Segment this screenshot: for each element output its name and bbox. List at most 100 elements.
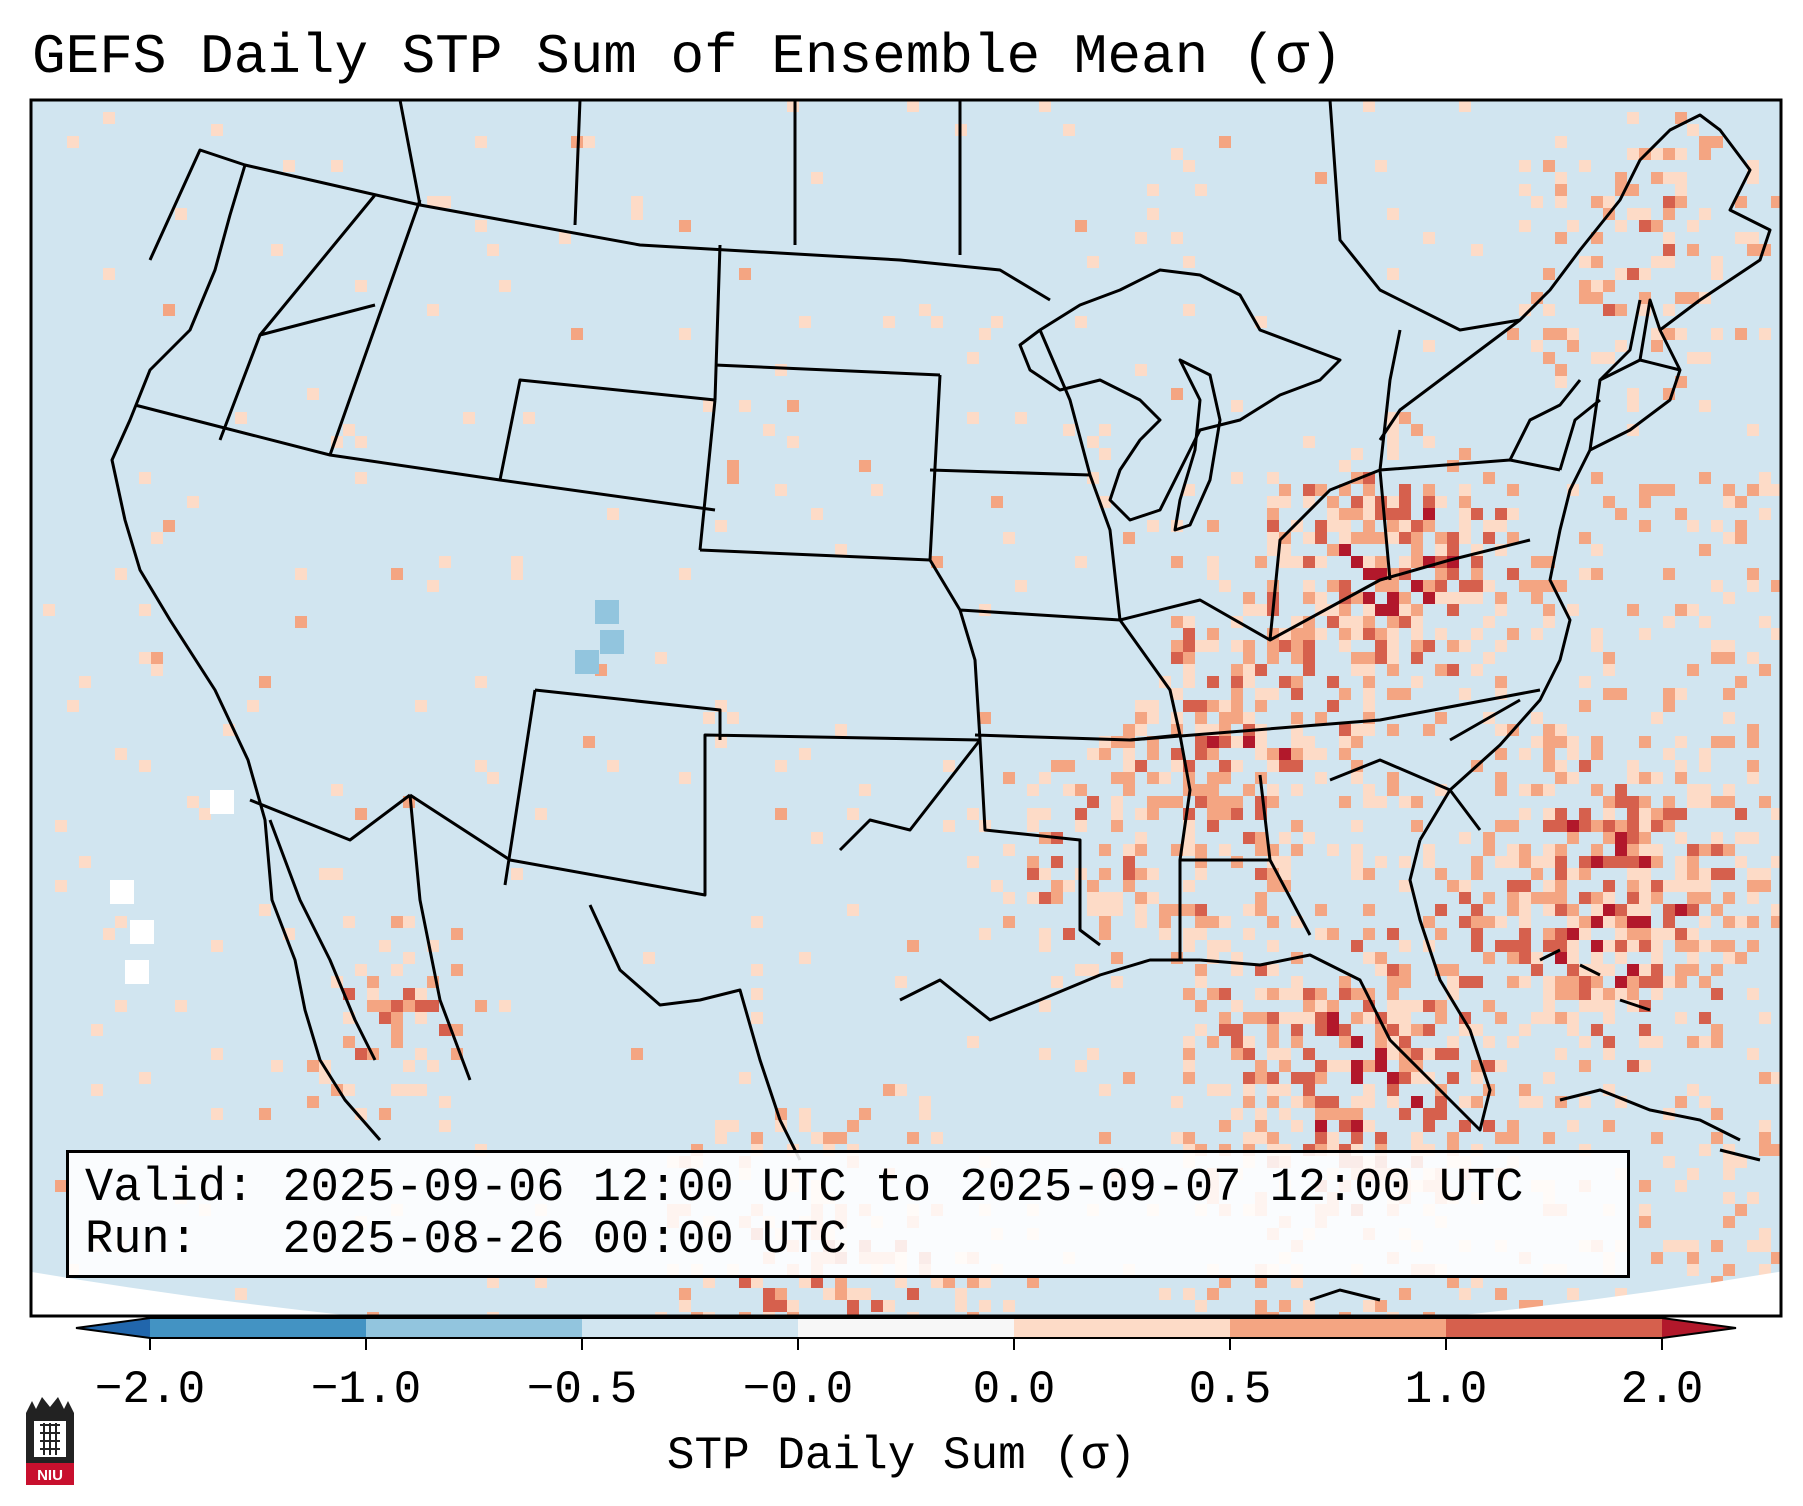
anomaly-cell (1771, 628, 1781, 640)
anomaly-cell (1699, 844, 1711, 856)
anomaly-cell (1591, 988, 1603, 1000)
anomaly-cell (1615, 508, 1627, 520)
anomaly-cell (1399, 1072, 1411, 1084)
anomaly-cell (391, 1012, 403, 1024)
anomaly-cell (1723, 1168, 1735, 1180)
anomaly-cell (1735, 1156, 1747, 1168)
anomaly-cell (1387, 640, 1399, 652)
anomaly-cell (1315, 592, 1327, 604)
anomaly-cell (1447, 1048, 1459, 1060)
anomaly-cell (1567, 976, 1579, 988)
anomaly-cell (187, 796, 199, 808)
anomaly-cell (1471, 856, 1483, 868)
anomaly-cell (1759, 1144, 1771, 1156)
anomaly-cell (787, 1300, 799, 1312)
anomaly-cell (715, 1120, 727, 1132)
anomaly-cell (1531, 736, 1543, 748)
anomaly-cell (1555, 1048, 1567, 1060)
anomaly-cell (1303, 1048, 1315, 1060)
anomaly-cell (1747, 832, 1759, 844)
anomaly-cell (967, 808, 979, 820)
anomaly-cell (1471, 508, 1483, 520)
anomaly-cell (1699, 472, 1711, 484)
anomaly-cell (931, 316, 943, 328)
anomaly-cell (1063, 424, 1075, 436)
anomaly-cell (175, 1000, 187, 1012)
anomaly-cell (1687, 352, 1699, 364)
anomaly-cell (1399, 556, 1411, 568)
anomaly-cell (703, 712, 715, 724)
anomaly-cell (1495, 520, 1507, 532)
anomaly-cell (1183, 304, 1195, 316)
anomaly-cell (1219, 916, 1231, 928)
anomaly-cell (1219, 580, 1231, 592)
anomaly-cell (1399, 484, 1411, 496)
anomaly-cell (1663, 208, 1675, 220)
anomaly-cell (1375, 568, 1387, 580)
anomaly-cell (511, 568, 523, 580)
anomaly-cell (1603, 904, 1615, 916)
anomaly-cell (1027, 868, 1039, 880)
anomaly-cell (463, 412, 475, 424)
anomaly-cell (739, 268, 751, 280)
anomaly-cell (1411, 532, 1423, 544)
anomaly-cell (415, 700, 427, 712)
anomaly-cell (1267, 748, 1279, 760)
anomaly-cell (1327, 700, 1339, 712)
anomaly-cell (1675, 508, 1687, 520)
anomaly-cell (1051, 760, 1063, 772)
anomaly-cell (1267, 1312, 1279, 1316)
anomaly-cell (199, 808, 211, 820)
anomaly-cell (1375, 856, 1387, 868)
anomaly-cell (1543, 880, 1555, 892)
anomaly-cell (979, 712, 991, 724)
anomaly-cell (1615, 268, 1627, 280)
mexico-gulf-coast (588, 904, 802, 1161)
anomaly-cell (1603, 940, 1615, 952)
anomaly-cell (1003, 532, 1015, 544)
anomaly-cell (1351, 940, 1363, 952)
anomaly-cell (1351, 844, 1363, 856)
anomaly-cell (1303, 1096, 1315, 1108)
anomaly-cell (1507, 880, 1519, 892)
anomaly-cell (1195, 748, 1207, 760)
anomaly-cell (1483, 892, 1495, 904)
anomaly-cell (1687, 952, 1699, 964)
anomaly-cell (1171, 388, 1183, 400)
anomaly-cell (1075, 556, 1087, 568)
run-line: Run: 2025-08-26 00:00 UTC (85, 1215, 847, 1267)
anomaly-cell (511, 868, 523, 880)
logo-text: NIU (37, 1467, 63, 1484)
anomaly-cell (1399, 940, 1411, 952)
anomaly-cell (1591, 784, 1603, 796)
anomaly-cell (1387, 1000, 1399, 1012)
anomaly-cell (1759, 1264, 1771, 1276)
anomaly-cell (355, 436, 367, 448)
anomaly-cell (1639, 892, 1651, 904)
anomaly-cell (1447, 544, 1459, 556)
anomaly-cell (727, 472, 739, 484)
anomaly-cell (1507, 1120, 1519, 1132)
anomaly-cell (1315, 1072, 1327, 1084)
anomaly-cell (1279, 760, 1291, 772)
anomaly-cell (1591, 1000, 1603, 1012)
anomaly-cell (1519, 952, 1531, 964)
anomaly-cell (1603, 1120, 1615, 1132)
anomaly-cell (1687, 520, 1699, 532)
run-time: 2025-08-26 00:00 UTC (282, 1214, 847, 1267)
anomaly-cell (1423, 1108, 1435, 1120)
anomaly-cell (1207, 568, 1219, 580)
anomaly-cell (1471, 976, 1483, 988)
anomaly-cell (1627, 808, 1639, 820)
anomaly-cell (1627, 796, 1639, 808)
anomaly-cell (1615, 832, 1627, 844)
anomaly-cell (1351, 1012, 1363, 1024)
anomaly-cell (1723, 652, 1735, 664)
anomaly-cell (1255, 664, 1267, 676)
anomaly-cell (1039, 808, 1051, 820)
anomaly-cell (1291, 676, 1303, 688)
anomaly-cell (1399, 1060, 1411, 1072)
anomaly-cell (475, 220, 487, 232)
colorbar-bin (582, 1318, 799, 1338)
colorbar-underflow (76, 1318, 150, 1338)
